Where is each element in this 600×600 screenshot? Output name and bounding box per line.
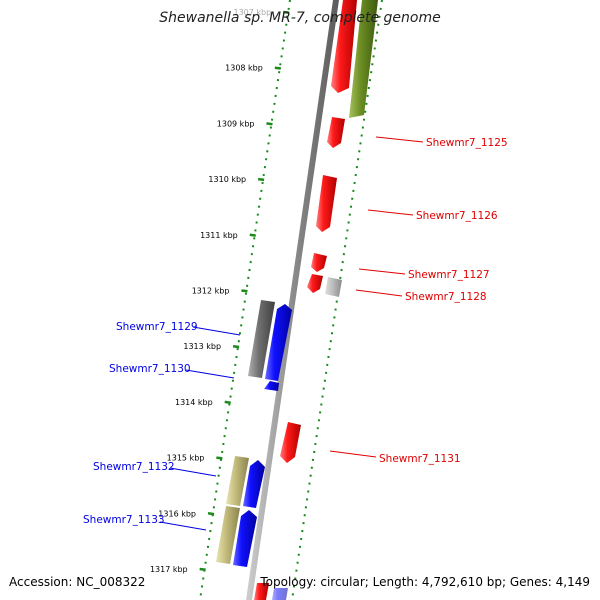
tick-label: 1312 kbp xyxy=(192,287,230,296)
tick-label: 1307 kbp xyxy=(233,8,271,17)
gene-arrow-shewmr7-1130[interactable] xyxy=(264,381,279,391)
callout-line-1130 xyxy=(185,369,235,379)
tick-mark xyxy=(257,177,265,182)
gene-arrow-shewmr7-1133[interactable] xyxy=(233,510,257,567)
callout-line-1132 xyxy=(169,467,217,477)
callout-line-1128 xyxy=(355,289,403,297)
tick-label: 1308 kbp xyxy=(225,64,263,73)
gene-arrow-shewmr7-1127[interactable] xyxy=(311,253,327,272)
tick-mark xyxy=(207,512,215,516)
genome-summary-text: Topology: circular; Length: 4,792,610 bp… xyxy=(259,575,590,589)
gene-label[interactable]: Shewmr7_1131 xyxy=(379,453,461,465)
callout-line-1133 xyxy=(159,521,207,531)
gene-block-bottom-blue[interactable] xyxy=(272,588,288,600)
gene-label[interactable]: Shewmr7_1128 xyxy=(405,291,487,303)
tick-label: 1315 kbp xyxy=(167,454,205,463)
tick-mark xyxy=(283,10,290,15)
tick-mark xyxy=(274,66,282,70)
gene-arrow-bottom-red[interactable] xyxy=(254,583,269,600)
tick-mark xyxy=(199,567,206,572)
tick-mark xyxy=(266,122,273,126)
tick-label: 1309 kbp xyxy=(217,119,255,128)
callout-line-1127 xyxy=(358,268,406,275)
outer-track-guide xyxy=(291,0,383,600)
gene-label[interactable]: Shewmr7_1132 xyxy=(93,461,175,473)
callout-line-1129 xyxy=(192,326,241,336)
tick-mark xyxy=(232,344,240,349)
gene-label[interactable]: Shewmr7_1129 xyxy=(116,321,198,333)
gene-arrow-top-olive[interactable] xyxy=(349,0,378,118)
gene-label[interactable]: Shewmr7_1126 xyxy=(416,210,498,222)
gene-arrow-shewmr7-1131[interactable] xyxy=(280,422,301,463)
gene-label[interactable]: Shewmr7_1125 xyxy=(426,137,508,149)
accession-text: Accession: NC_008322 xyxy=(9,575,145,589)
tick-label: 1317 kbp xyxy=(150,565,188,574)
tick-label: 1310 kbp xyxy=(208,175,246,184)
gene-arrow-shewmr7-1132[interactable] xyxy=(243,460,265,508)
tick-label: 1314 kbp xyxy=(175,398,213,407)
callout-line-1126 xyxy=(367,209,414,216)
rna-block-shewmr7-1129[interactable] xyxy=(248,300,275,378)
gene-arrow-shewmr7-1126[interactable] xyxy=(316,175,337,232)
callout-line-1125 xyxy=(375,136,424,143)
gene-block-shewmr7-1128[interactable] xyxy=(325,277,342,297)
tick-label: 1316 kbp xyxy=(158,509,196,518)
genome-axis xyxy=(246,0,339,600)
inner-track-guide xyxy=(199,0,291,600)
reverse-strand-features xyxy=(216,300,292,600)
tick-mark xyxy=(249,233,256,237)
tick-label: 1313 kbp xyxy=(183,342,221,351)
gene-arrow-top-red[interactable] xyxy=(331,0,357,93)
map-title: Shewanella sp. MR-7, complete genome xyxy=(159,10,440,26)
tick-label: 1311 kbp xyxy=(200,231,238,240)
gene-label[interactable]: Shewmr7_1133 xyxy=(83,514,165,526)
forward-strand-features xyxy=(254,0,378,600)
callout-line-1131 xyxy=(329,450,377,458)
khaki-block-shewmr7-1132[interactable] xyxy=(226,456,249,506)
gene-callouts: Shewmr7_1125 Shewmr7_1126 Shewmr7_1127 S… xyxy=(83,136,508,531)
tick-mark xyxy=(224,400,231,404)
gene-arrow-shewmr7-1125[interactable] xyxy=(327,117,345,148)
gene-arrow-1127-tail[interactable] xyxy=(307,274,323,293)
gene-label[interactable]: Shewmr7_1127 xyxy=(408,269,490,281)
tick-mark xyxy=(241,289,248,293)
gene-arrow-shewmr7-1129[interactable] xyxy=(265,304,292,381)
coordinate-ticks: 1307 kbp 1308 kbp 1309 kbp 1310 kbp 1311 kbp… xyxy=(150,8,290,574)
khaki-block-shewmr7-1133[interactable] xyxy=(216,506,240,564)
tick-mark xyxy=(216,456,223,460)
gene-label[interactable]: Shewmr7_1130 xyxy=(109,363,191,375)
